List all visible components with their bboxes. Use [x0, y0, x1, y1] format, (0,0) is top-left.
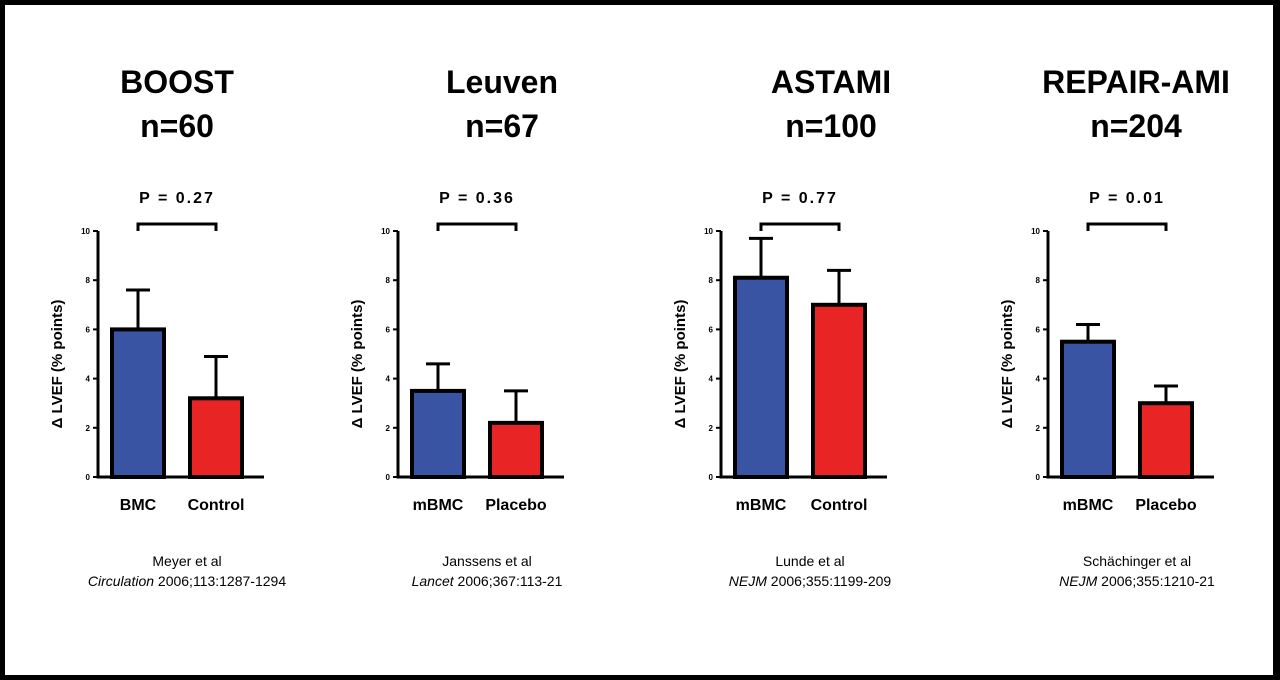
citation-details: 2006;355:1199-209: [767, 573, 892, 589]
chart-subtitle: n=60: [140, 108, 214, 144]
y-tick-label: 4: [386, 375, 391, 384]
citation-reference: NEJM 2006;355:1210-21: [1059, 573, 1215, 589]
p-value: P = 0.27: [139, 190, 215, 207]
y-tick-label: 2: [386, 424, 391, 433]
citation-journal: NEJM: [729, 573, 767, 589]
citation-reference: Lancet 2006;367:113-21: [412, 573, 563, 589]
p-value: P = 0.36: [439, 190, 515, 207]
category-label: Control: [188, 497, 245, 514]
citation-journal: Lancet: [412, 573, 455, 589]
y-axis-label: Δ LVEF (% points): [672, 300, 689, 429]
bar: [1138, 401, 1194, 480]
bar: [410, 388, 466, 479]
bar: [811, 302, 867, 479]
chart-subtitle: n=67: [465, 108, 539, 144]
citation-authors: Lunde et al: [775, 553, 844, 569]
y-tick-label: 8: [386, 276, 391, 285]
y-tick-label: 10: [704, 227, 713, 236]
y-axis-label: Δ LVEF (% points): [49, 300, 66, 429]
chart-panel-2: Leuven n=67 mBMC Placebo 0 2 4 6 8 10 Δ LVEF (% po…: [349, 64, 564, 589]
chart-subtitle: n=204: [1090, 108, 1182, 144]
chart-panel-4: REPAIR-AMI n=204 mBMC Placebo 0 2 4 6 8 10 Δ LVEF …: [999, 64, 1230, 589]
y-tick-label: 8: [86, 276, 91, 285]
y-tick-label: 0: [1036, 473, 1041, 482]
y-tick-label: 6: [86, 325, 91, 334]
chart-title: ASTAMI: [771, 64, 891, 100]
category-label: mBMC: [1063, 497, 1114, 514]
chart-panel-3: ASTAMI n=100 mBMC Control 0 2 4 6 8 10 Δ LVEF (% p…: [672, 64, 891, 589]
citation-reference: Circulation 2006;113:1287-1294: [88, 573, 286, 589]
bar: [110, 327, 166, 479]
y-tick-label: 4: [709, 375, 714, 384]
significance-bracket: [1086, 222, 1168, 231]
y-tick-label: 4: [1036, 375, 1041, 384]
bar: [188, 396, 244, 479]
chart-title: BOOST: [120, 64, 234, 100]
y-axis-label: Δ LVEF (% points): [999, 300, 1016, 429]
chart-panel-1: BOOST n=60 BMC Control 0 2 4 6 8 10 Δ LVEF (% poin…: [49, 64, 286, 589]
y-tick-label: 0: [386, 473, 391, 482]
y-axis-label: Δ LVEF (% points): [349, 300, 366, 429]
y-tick-label: 10: [81, 227, 90, 236]
citation-reference: NEJM 2006;355:1199-209: [729, 573, 892, 589]
significance-bracket: [436, 222, 518, 231]
category-label: mBMC: [736, 497, 787, 514]
charts-svg: BOOST n=60 BMC Control 0 2 4 6 8 10 Δ LVEF (% poin…: [49, 64, 1230, 589]
y-tick-label: 6: [386, 325, 391, 334]
y-tick-label: 6: [1036, 325, 1041, 334]
y-tick-label: 10: [381, 227, 390, 236]
category-label: mBMC: [413, 497, 464, 514]
category-label: Placebo: [1135, 497, 1197, 514]
bar: [1060, 339, 1116, 480]
significance-bracket: [136, 222, 218, 231]
citation-details: 2006;355:1210-21: [1097, 573, 1215, 589]
chart-title: REPAIR-AMI: [1042, 64, 1230, 100]
p-value: P = 0.01: [1089, 190, 1165, 207]
citation-details: 2006;367:113-21: [454, 573, 563, 589]
y-tick-label: 0: [86, 473, 91, 482]
y-tick-label: 8: [709, 276, 714, 285]
y-tick-label: 6: [709, 325, 714, 334]
citation-journal: NEJM: [1059, 573, 1097, 589]
citation-authors: Meyer et al: [152, 553, 221, 569]
y-tick-label: 2: [1036, 424, 1041, 433]
y-tick-label: 4: [86, 375, 91, 384]
bar: [733, 275, 789, 479]
y-tick-label: 0: [709, 473, 714, 482]
citation-authors: Schächinger et al: [1083, 553, 1191, 569]
category-label: Placebo: [485, 497, 547, 514]
chart-subtitle: n=100: [785, 108, 877, 144]
citation-details: 2006;113:1287-1294: [154, 573, 286, 589]
slide: BOOST n=60 BMC Control 0 2 4 6 8 10 Δ LVEF (% poin…: [5, 5, 1273, 675]
citation-authors: Janssens et al: [442, 553, 532, 569]
y-tick-label: 2: [86, 424, 91, 433]
significance-bracket: [759, 222, 841, 231]
y-tick-label: 10: [1031, 227, 1040, 236]
bar: [488, 420, 544, 480]
citation-journal: Circulation: [88, 573, 154, 589]
category-label: Control: [811, 497, 868, 514]
p-value: P = 0.77: [762, 190, 838, 207]
y-tick-label: 2: [709, 424, 714, 433]
chart-title: Leuven: [446, 64, 558, 100]
y-tick-label: 8: [1036, 276, 1041, 285]
category-label: BMC: [120, 497, 157, 514]
